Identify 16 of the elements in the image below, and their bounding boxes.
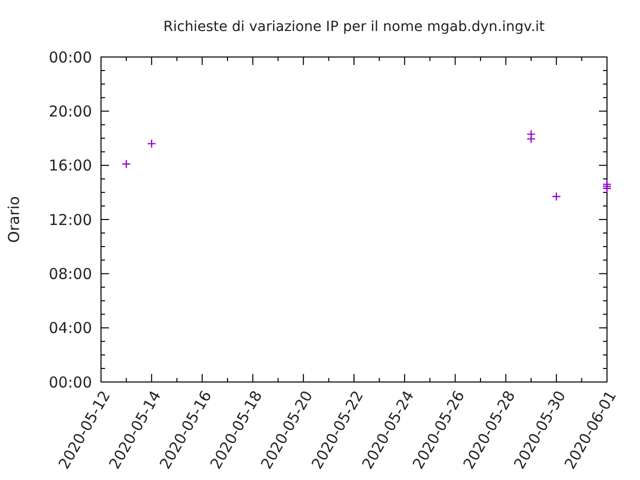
y-tick-label: 12:00 (48, 210, 92, 229)
y-tick-label: 16:00 (48, 156, 92, 175)
y-tick-label: 00:00 (48, 48, 92, 66)
point (122, 159, 131, 169)
y-tick-label: 00:00 (48, 373, 92, 392)
point (147, 139, 156, 148)
y-tick-label: 04:00 (48, 319, 92, 338)
point (526, 134, 536, 144)
chart-title: Richieste di variazione IP per il nome mgab.dyn.ingv.it (163, 19, 546, 35)
point (602, 182, 612, 191)
point (602, 180, 612, 189)
point (552, 192, 561, 202)
y-tick-label: 08:00 (48, 264, 92, 283)
y-axis-title: Orario (5, 196, 23, 243)
point (602, 184, 612, 193)
y-tick-label: 20:00 (48, 102, 92, 120)
